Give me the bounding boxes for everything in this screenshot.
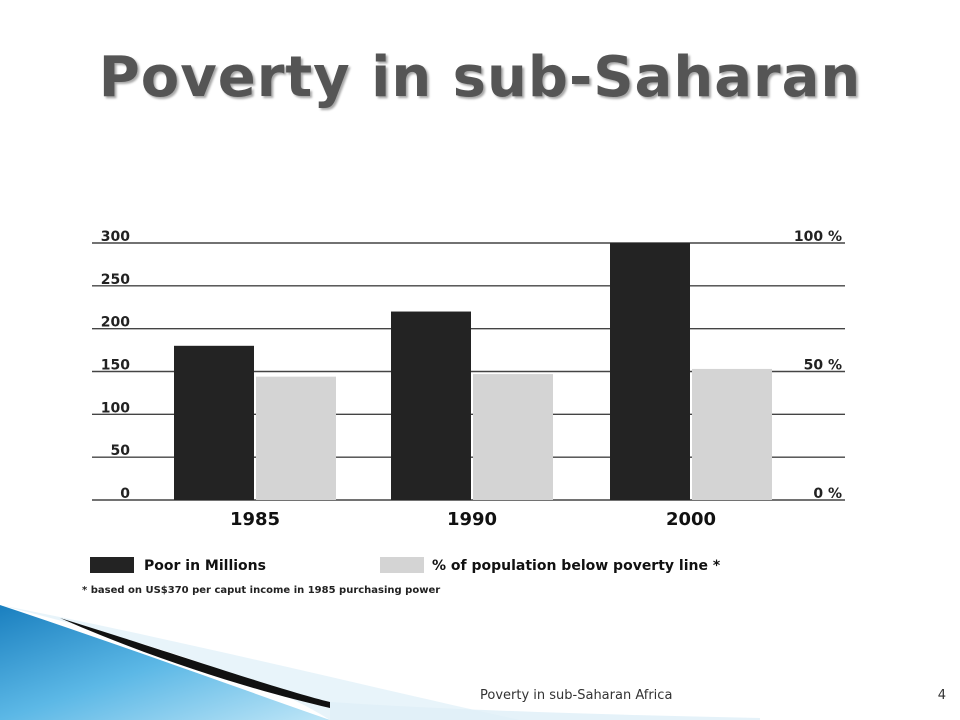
left-tick-label: 200 [101, 315, 130, 331]
swoosh-tail [330, 702, 760, 720]
left-tick-label: 250 [101, 272, 130, 288]
category-label: 2000 [666, 509, 716, 530]
left-tick-label: 300 [101, 229, 130, 245]
bars [174, 243, 772, 500]
left-tick-label: 100 [101, 400, 130, 416]
swoosh-blue-band [0, 605, 330, 720]
left-axis-ticks: 0 50 100 150 200 250 300 [101, 229, 130, 502]
swoosh-black-stroke [60, 618, 330, 708]
category-label: 1985 [230, 509, 280, 530]
legend-swatch-pct-below-poverty [380, 557, 424, 573]
chart-footnote: * based on US$370 per caput income in 19… [82, 585, 440, 596]
chart-svg: 0 50 100 150 200 250 300 0 % 50 % 100 % 1985 1990… [82, 229, 845, 596]
bar-poor-millions-1990 [391, 311, 471, 500]
poverty-bar-chart: 0 50 100 150 200 250 300 0 % 50 % 100 % 1985 1990… [80, 215, 860, 605]
legend-swatch-poor-millions [90, 557, 134, 573]
legend-label-poor-millions: Poor in Millions [144, 558, 266, 574]
bar-pct-below-poverty-1985 [256, 376, 336, 500]
bar-poor-millions-2000 [610, 243, 690, 500]
left-tick-label: 0 [120, 486, 130, 502]
right-axis-ticks: 0 % 50 % 100 % [794, 229, 842, 502]
slide-title: Poverty in sub-Saharan [98, 45, 862, 110]
decorative-swoosh [0, 605, 760, 720]
footer-text: Poverty in sub-Saharan Africa [480, 688, 673, 703]
legend: Poor in Millions % of population below po… [90, 557, 721, 574]
bar-pct-below-poverty-2000 [692, 368, 772, 500]
right-tick-label: 0 % [813, 486, 842, 502]
swoosh-light-band [0, 605, 520, 720]
left-tick-label: 150 [101, 358, 130, 374]
category-labels: 1985 1990 2000 [230, 509, 716, 530]
bar-pct-below-poverty-1990 [473, 374, 553, 500]
right-tick-label: 50 % [804, 358, 842, 374]
left-tick-label: 50 [111, 443, 131, 459]
category-label: 1990 [447, 509, 497, 530]
bar-poor-millions-1985 [174, 345, 254, 500]
right-tick-label: 100 % [794, 229, 842, 245]
page-number: 4 [937, 688, 946, 703]
legend-label-pct-below-poverty: % of population below poverty line * [432, 558, 721, 574]
